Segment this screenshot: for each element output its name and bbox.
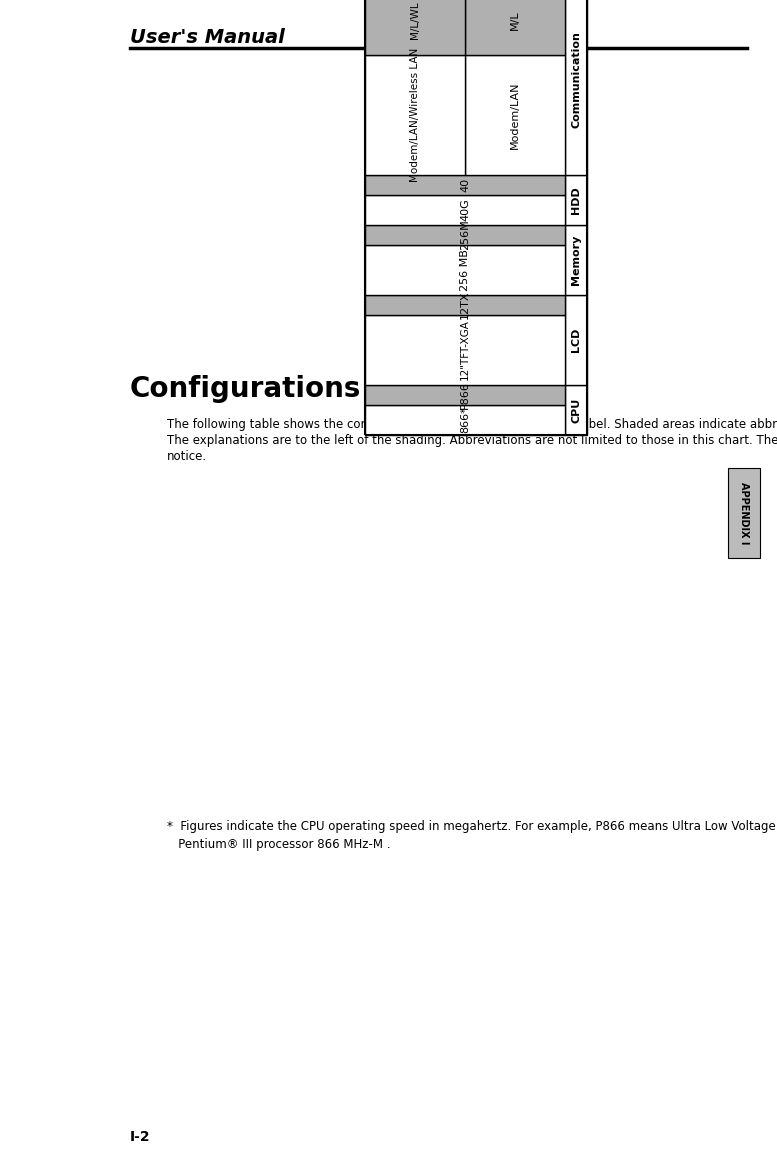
Text: notice.: notice. (167, 450, 207, 462)
Text: User's Manual: User's Manual (130, 28, 284, 46)
Bar (365, 175, 565, 195)
Text: The explanations are to the left of the shading. Abbreviations are not limited t: The explanations are to the left of the … (167, 433, 777, 447)
Bar (365, 315, 565, 385)
Text: 40: 40 (460, 178, 470, 192)
Text: M/L: M/L (510, 10, 520, 30)
Text: 40G: 40G (460, 199, 470, 222)
Bar (365, 406, 565, 435)
Bar (365, 195, 565, 225)
Bar (565, 295, 587, 385)
Text: 12TX: 12TX (460, 290, 470, 320)
Bar (365, 245, 565, 295)
Text: The following table shows the computer configuration indicated on a label. Shade: The following table shows the computer c… (167, 418, 777, 431)
Text: HDD: HDD (571, 186, 581, 214)
Text: 12"TFT-XGA: 12"TFT-XGA (460, 320, 470, 380)
Bar (365, 385, 565, 406)
Text: LCD: LCD (571, 328, 581, 352)
Text: 866*: 866* (460, 407, 470, 433)
Bar (565, 0, 587, 175)
Text: CPU: CPU (571, 397, 581, 423)
Bar (565, 225, 587, 295)
Bar (565, 385, 587, 435)
Text: Communication: Communication (571, 31, 581, 129)
Bar (365, 225, 565, 245)
Text: M/L/WL: M/L/WL (410, 1, 420, 38)
Text: Modem/LAN: Modem/LAN (510, 81, 520, 149)
Text: 256 MB: 256 MB (460, 249, 470, 290)
Bar (465, 55, 565, 175)
Text: 256M: 256M (460, 220, 470, 250)
Text: Configurations: Configurations (130, 375, 361, 403)
Bar (365, 295, 565, 315)
Text: Pentium® III processor 866 MHz-M .: Pentium® III processor 866 MHz-M . (167, 838, 391, 851)
Bar (465, 0, 565, 55)
Bar (365, 0, 587, 435)
Text: APPENDIX I: APPENDIX I (739, 482, 749, 544)
Text: Modem/LAN/Wireless LAN: Modem/LAN/Wireless LAN (410, 48, 420, 182)
Bar (365, 55, 465, 175)
Text: *  Figures indicate the CPU operating speed in megahertz. For example, P866 mean: * Figures indicate the CPU operating spe… (167, 820, 777, 833)
Text: I-2: I-2 (130, 1129, 151, 1145)
Text: Memory: Memory (571, 235, 581, 285)
Text: P866: P866 (460, 381, 470, 409)
Bar (365, 0, 465, 55)
Bar (728, 468, 760, 558)
Bar (565, 175, 587, 225)
